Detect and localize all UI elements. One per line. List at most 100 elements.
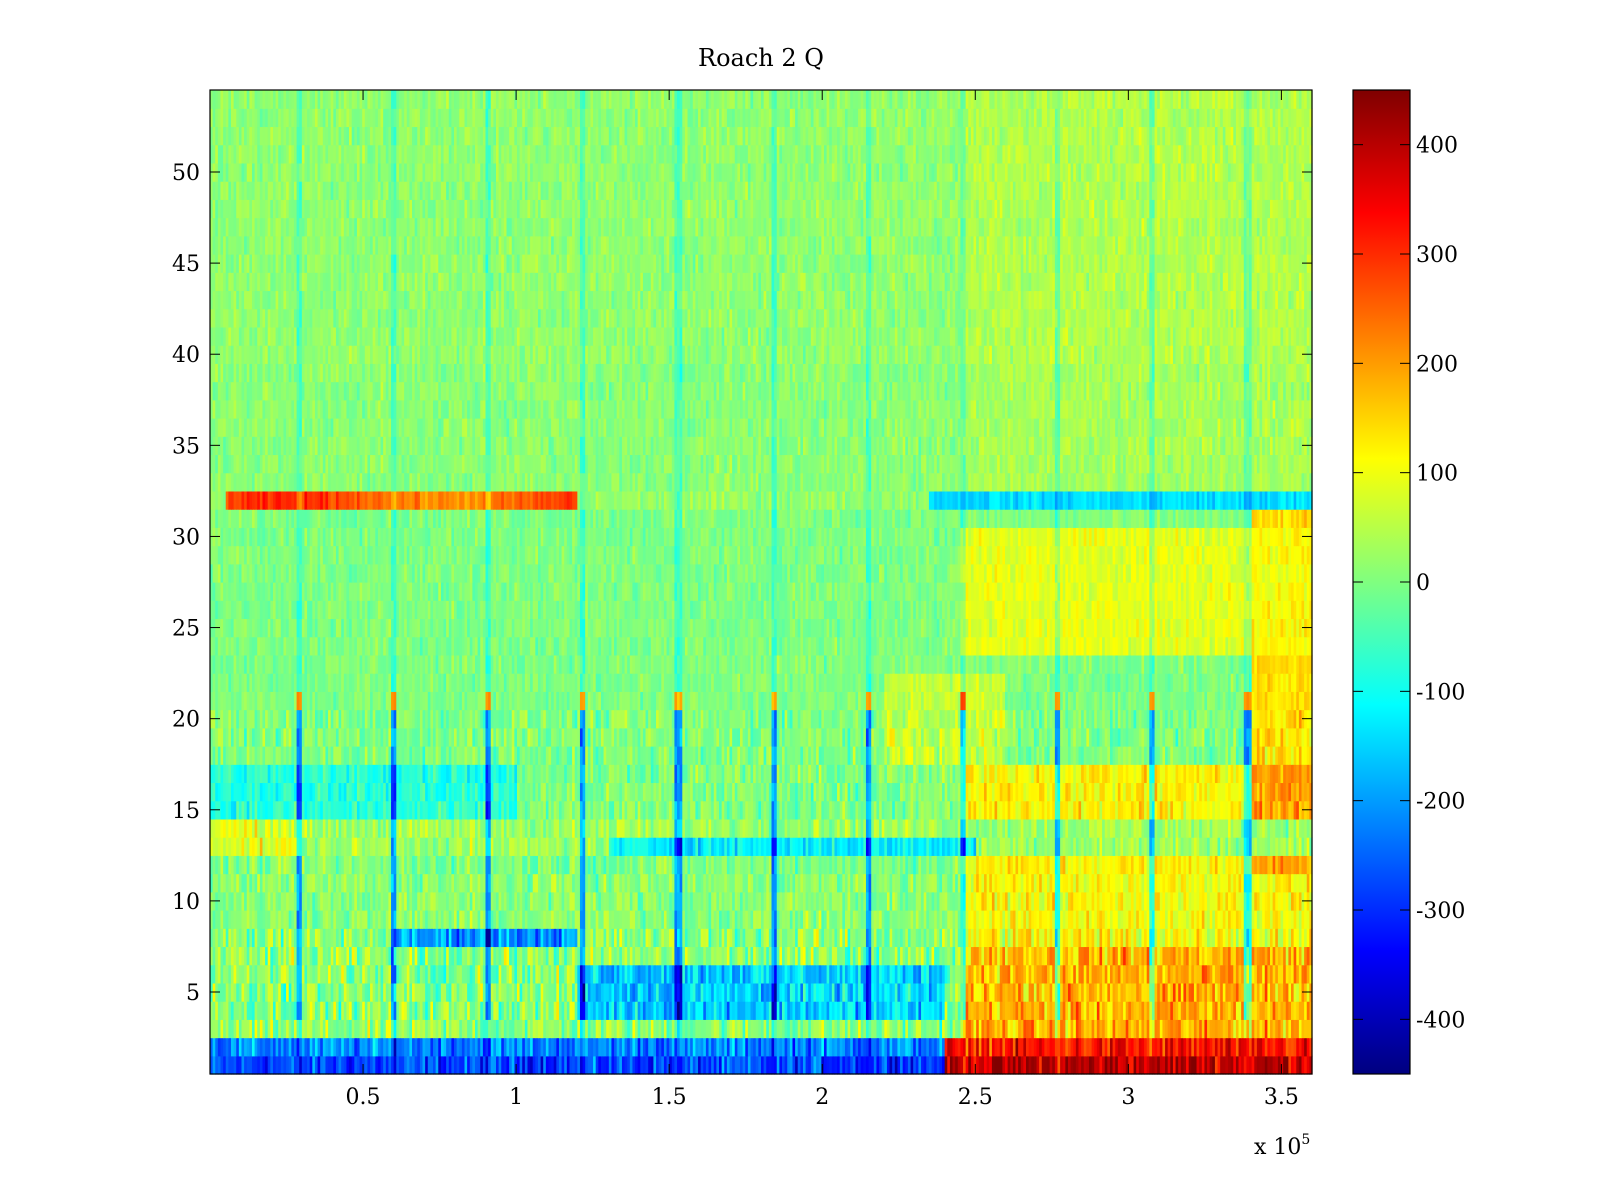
heatmap-cell — [713, 1055, 717, 1075]
heatmap-cell — [598, 1037, 602, 1057]
heatmap-cell — [703, 1001, 707, 1020]
heatmap-cell — [719, 1055, 723, 1075]
heatmap-cell — [973, 982, 977, 1002]
heatmap-cell — [614, 1055, 618, 1075]
heatmap-cell — [682, 1055, 686, 1075]
heatmap-cell — [590, 982, 594, 1002]
heatmap-cell — [1298, 1001, 1303, 1020]
heatmap-cell — [475, 982, 479, 1002]
heatmap-cell — [1102, 1037, 1106, 1057]
heatmap-cell — [275, 1037, 279, 1057]
heatmap-cell — [858, 982, 862, 1002]
heatmap-cell — [926, 982, 930, 1002]
heatmap-cell — [1296, 982, 1300, 1002]
heatmap-cell — [238, 1055, 243, 1075]
heatmap-cell — [307, 1019, 311, 1039]
heatmap-cell — [724, 1001, 728, 1020]
heatmap-cell — [593, 1037, 597, 1057]
heatmap-cell — [1041, 1019, 1045, 1039]
heatmap-cell — [942, 982, 946, 1002]
heatmap-cell — [532, 982, 536, 1002]
heatmap-cell — [569, 1019, 573, 1039]
heatmap-cell — [244, 1037, 248, 1057]
heatmap-cell — [1120, 982, 1124, 1002]
heatmap-cell — [766, 1037, 770, 1057]
heatmap-cell — [603, 1055, 607, 1075]
heatmap-cell — [750, 1019, 754, 1039]
heatmap-cell — [244, 982, 248, 1002]
heatmap-cell — [797, 1001, 801, 1020]
heatmap-cell — [991, 1001, 996, 1020]
heatmap-cell — [1207, 982, 1211, 1002]
heatmap-cell — [325, 1037, 329, 1057]
heatmap-cell — [1044, 1037, 1048, 1057]
heatmap-cell — [1026, 1019, 1030, 1039]
heatmap-cell — [296, 1055, 300, 1075]
heatmap-cell — [398, 1001, 403, 1020]
heatmap-cell — [821, 1019, 825, 1039]
heatmap-cell — [624, 982, 628, 1002]
heatmap-cell — [304, 982, 308, 1002]
heatmap-cell — [377, 1001, 382, 1020]
heatmap-cell — [1235, 1001, 1240, 1020]
heatmap-cell — [1159, 1037, 1164, 1057]
heatmap-cell — [246, 1055, 250, 1075]
heatmap-cell — [766, 1055, 770, 1075]
heatmap-cell — [422, 982, 426, 1002]
heatmap-cell — [1081, 1037, 1085, 1057]
heatmap-cell — [1099, 1055, 1103, 1075]
heatmap-cell — [244, 1055, 248, 1075]
heatmap-cell — [690, 1055, 694, 1075]
heatmap-cell — [792, 1055, 796, 1075]
heatmap-cell — [225, 1001, 229, 1020]
heatmap-cell — [1138, 1055, 1143, 1075]
heatmap-cell — [1033, 982, 1038, 1002]
heatmap-cell — [1183, 1055, 1187, 1075]
heatmap-cell — [1012, 982, 1017, 1002]
heatmap-cell — [396, 982, 400, 1002]
heatmap-cell — [682, 982, 686, 1002]
heatmap-cell — [1149, 1037, 1153, 1057]
heatmap-cell — [635, 1019, 639, 1039]
heatmap-cell — [763, 1055, 767, 1075]
heatmap-cell — [868, 982, 872, 1002]
heatmap-cell — [398, 1037, 403, 1057]
heatmap-cell — [608, 1019, 613, 1039]
heatmap-cell — [687, 1055, 691, 1075]
heatmap-cell — [401, 1019, 405, 1039]
heatmap-cell — [656, 1001, 660, 1020]
heatmap-cell — [1026, 1055, 1030, 1075]
heatmap-cell — [771, 1001, 775, 1020]
heatmap-cell — [440, 982, 445, 1002]
heatmap-cell — [1125, 982, 1129, 1002]
heatmap-cell — [236, 1055, 240, 1075]
heatmap-cell — [842, 1055, 846, 1075]
heatmap-cell — [653, 1037, 657, 1057]
heatmap-cell — [330, 1019, 334, 1039]
heatmap-cell — [1180, 1001, 1185, 1020]
heatmap-cell — [1083, 982, 1087, 1002]
heatmap-cell — [871, 1055, 875, 1075]
heatmap-cell — [834, 1001, 838, 1020]
heatmap-cell — [419, 1001, 424, 1020]
heatmap-cell — [852, 1001, 857, 1020]
heatmap-cell — [740, 1001, 744, 1020]
heatmap-cell — [1133, 1019, 1137, 1039]
heatmap-cell — [346, 1001, 350, 1020]
heatmap-cell — [1047, 982, 1051, 1002]
heatmap-cell — [1199, 1037, 1203, 1057]
heatmap-cell — [1125, 1055, 1129, 1075]
heatmap-cell — [863, 1019, 867, 1039]
heatmap-cell — [889, 982, 893, 1002]
heatmap-cell — [1141, 1019, 1145, 1039]
heatmap-cell — [409, 982, 413, 1002]
heatmap-cell — [346, 1019, 350, 1039]
heatmap-cell — [963, 1001, 967, 1020]
heatmap-cell — [1036, 1001, 1040, 1020]
heatmap-cell — [236, 1019, 240, 1039]
heatmap-cell — [871, 1001, 875, 1020]
heatmap-cell — [989, 1037, 993, 1057]
heatmap-cell — [469, 1055, 473, 1075]
heatmap-cell — [627, 1055, 631, 1075]
